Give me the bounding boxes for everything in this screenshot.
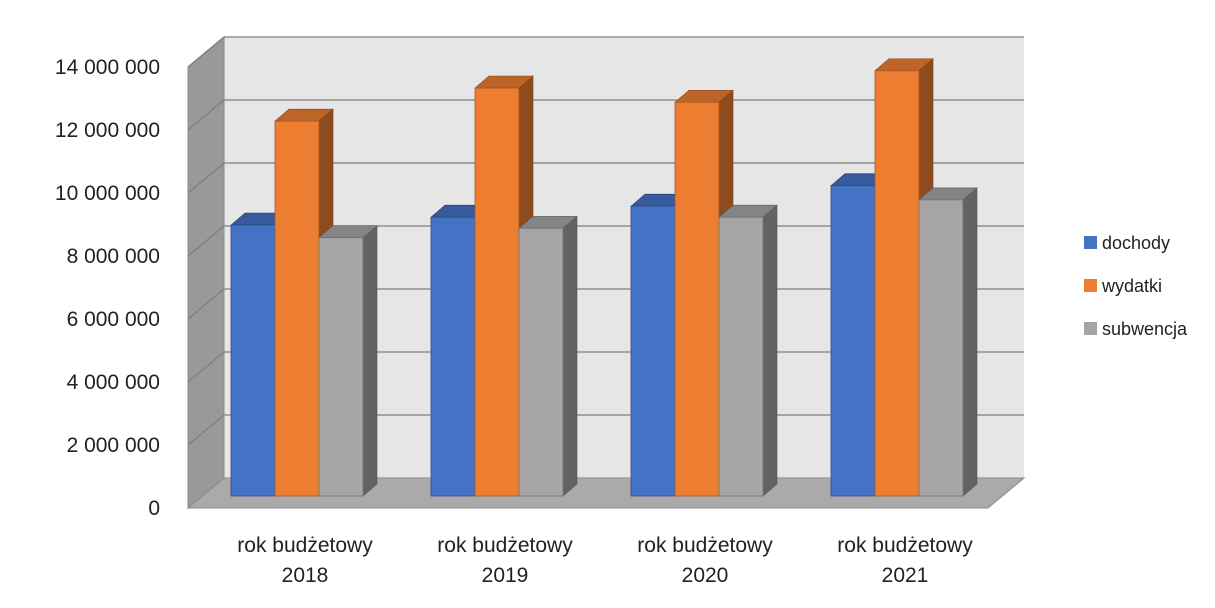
bar-front	[230, 224, 276, 497]
y-tick-label: 6 000 000	[67, 308, 160, 331]
bar-front	[274, 120, 320, 497]
x-tick-label: rok budżetowy	[237, 534, 373, 557]
y-axis-labels: 0 2 000 000 4 000 000 6 000 000 8 000 000 10 …	[55, 56, 160, 520]
bar-side	[762, 204, 778, 497]
grid-line-side	[187, 414, 225, 446]
bar-front	[830, 185, 876, 497]
bar-side	[562, 215, 578, 497]
y-tick-label: 2 000 000	[67, 434, 160, 457]
grid-line-side	[187, 36, 225, 68]
bar-front	[918, 199, 964, 497]
legend-swatch-dochody	[1084, 236, 1097, 249]
legend: dochody wydatki subwencja	[1084, 233, 1188, 339]
y-tick-label: 10 000 000	[55, 182, 160, 205]
legend-label-dochody: dochody	[1102, 233, 1170, 253]
x-tick-label: 2019	[482, 564, 529, 587]
bar-subwencja-1	[318, 225, 378, 497]
legend-swatch-wydatki	[1084, 279, 1097, 292]
legend-label-subwencja: subwencja	[1102, 319, 1188, 339]
x-tick-label: rok budżetowy	[437, 534, 573, 557]
x-tick-label: 2021	[882, 564, 929, 587]
x-tick-label: 2018	[282, 564, 329, 587]
legend-label-wydatki: wydatki	[1101, 276, 1162, 296]
legend-swatch-subwencja	[1084, 322, 1097, 335]
bar-subwencja-3	[718, 204, 778, 497]
bar-subwencja-2	[518, 215, 578, 497]
y-tick-label: 0	[148, 497, 160, 520]
y-tick-label: 4 000 000	[67, 371, 160, 394]
bar-front	[474, 87, 520, 497]
y-tick-label: 12 000 000	[55, 119, 160, 142]
floor	[186, 477, 1026, 509]
y-tick-label: 8 000 000	[67, 245, 160, 268]
bar-front	[874, 70, 920, 497]
bar-subwencja-4	[918, 187, 978, 497]
x-tick-label: rok budżetowy	[637, 534, 773, 557]
side-wall	[187, 35, 225, 510]
grid-line-side	[187, 225, 225, 257]
x-tick-label: 2020	[682, 564, 729, 587]
y-tick-label: 14 000 000	[55, 56, 160, 79]
x-tick-label: rok budżetowy	[837, 534, 973, 557]
bars	[230, 58, 978, 497]
grid-line-side	[187, 351, 225, 383]
grid-line-side	[187, 162, 225, 194]
x-axis-labels: rok budżetowy 2018 rok budżetowy 2019 rok bu…	[237, 534, 973, 587]
bar-front	[518, 227, 564, 497]
grid-line-side	[187, 288, 225, 320]
bar-side	[962, 187, 978, 497]
bar-front	[674, 101, 720, 497]
bar-side	[362, 225, 378, 497]
bar-front	[430, 216, 476, 497]
bar-wydatki-3	[674, 89, 734, 497]
grid-line-side	[187, 99, 225, 131]
bar-front	[318, 237, 364, 497]
bar-front	[718, 216, 764, 497]
bar-front	[630, 205, 676, 497]
